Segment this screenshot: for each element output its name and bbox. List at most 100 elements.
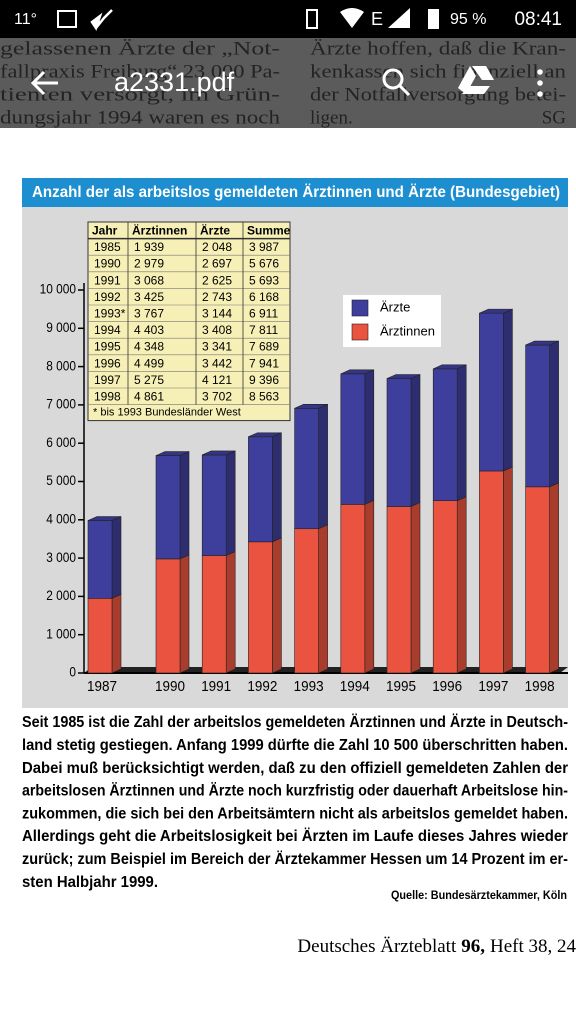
bar-top xyxy=(479,308,513,314)
bar-side xyxy=(503,466,513,674)
footer: Deutsches Ärzteblatt 96, Heft 38, 24 xyxy=(297,936,576,957)
table-cell: 2 625 xyxy=(202,273,232,287)
status-battery: 95 % xyxy=(450,11,486,28)
bar-segment xyxy=(201,555,227,674)
table-cell: 3 144 xyxy=(202,306,232,320)
x-tick-label: 1994 xyxy=(340,678,370,695)
table-cell: 3 425 xyxy=(134,290,164,304)
bar-side xyxy=(549,340,559,488)
bar-side xyxy=(272,432,282,543)
x-tick-label: 1998 xyxy=(525,678,555,695)
table-cell: 1995 xyxy=(94,340,121,354)
footer-journal: Deutsches Ärzteblatt xyxy=(297,936,457,957)
footer-volume: 96, xyxy=(461,936,485,957)
bar-segment xyxy=(386,378,412,507)
table-cell: 1985 xyxy=(94,240,121,254)
table-header: Ärzte xyxy=(200,222,230,237)
bar-segment xyxy=(525,344,550,488)
drive-button[interactable] xyxy=(458,66,494,94)
table-cell: 7 689 xyxy=(249,340,279,354)
table-cell: 5 275 xyxy=(134,373,164,387)
caption-line: zurück; zum Beispiel im Bereich der Ärzt… xyxy=(22,850,568,868)
legend-swatch xyxy=(351,323,369,341)
table-cell: 1993* xyxy=(94,306,126,320)
caption-line: Dabei muß berücksichtigt werden, daß zu … xyxy=(22,760,568,777)
bar-segment xyxy=(87,520,113,599)
bar-side xyxy=(503,308,513,472)
menu-dot[interactable] xyxy=(537,80,543,86)
bar-segment xyxy=(248,541,273,674)
bar-side xyxy=(410,502,421,674)
bar-side xyxy=(111,516,122,599)
search-button[interactable] xyxy=(382,68,404,90)
table-note: * bis 1993 Bundesländer West xyxy=(93,407,241,419)
table-cell: 3 702 xyxy=(202,389,232,403)
table-cell: 6 168 xyxy=(249,290,279,304)
y-tick-label: 3 000 xyxy=(46,549,76,565)
bar-top xyxy=(340,369,374,375)
y-tick-label: 9 000 xyxy=(46,319,76,335)
bar-side xyxy=(179,554,190,674)
bar-segment xyxy=(340,504,366,674)
bar-side xyxy=(318,403,328,530)
table-cell: 8 563 xyxy=(249,389,279,403)
network-icon: E xyxy=(371,9,383,29)
table-cell: 2 979 xyxy=(134,257,164,271)
legend-label: Ärztinnen xyxy=(380,323,435,338)
table-cell: 1994 xyxy=(94,323,121,337)
caption-line: Allerdings geht die Arbeitslosigkeit bei… xyxy=(22,827,568,845)
y-tick-label: 4 000 xyxy=(46,511,76,527)
search-handle xyxy=(398,84,411,97)
table-cell: 7 941 xyxy=(249,356,279,370)
bar-side xyxy=(410,374,421,507)
table-cell: 5 676 xyxy=(249,257,279,271)
menu-dot[interactable] xyxy=(537,91,543,97)
bar-segment xyxy=(432,368,458,501)
table-cell: 4 348 xyxy=(134,340,164,354)
bar-top xyxy=(155,451,190,456)
broom-icon xyxy=(90,9,113,31)
caption-line: Seit 1985 ist die Zahl der arbeitslos ge… xyxy=(22,713,568,731)
y-tick-label: 8 000 xyxy=(46,357,76,373)
y-tick-label: 5 000 xyxy=(46,472,76,488)
x-tick-label: 1992 xyxy=(247,678,277,695)
battery-icon xyxy=(428,9,439,29)
table-cell: 9 396 xyxy=(249,373,279,387)
bar-segment xyxy=(155,558,181,674)
bar-side xyxy=(225,551,236,674)
table-header: Summe xyxy=(247,223,291,237)
bar-segment xyxy=(340,373,366,505)
bar-top xyxy=(87,516,122,521)
bar-side xyxy=(225,450,236,556)
bar-segment xyxy=(294,408,319,530)
table-cell: 4 403 xyxy=(134,323,164,337)
bar-top xyxy=(202,450,236,456)
table-cell: 5 693 xyxy=(249,273,279,287)
table-cell: 7 811 xyxy=(249,323,278,337)
caption-line: land stetig gestiegen. Anfang 1999 dürft… xyxy=(22,737,568,754)
bar-side xyxy=(272,537,282,674)
bar-segment xyxy=(155,455,181,560)
signal-icon xyxy=(388,8,410,28)
bar-side xyxy=(111,593,122,674)
table-cell: 6 911 xyxy=(249,306,278,320)
file-title: a2331.pdf xyxy=(114,67,235,97)
back-button[interactable] xyxy=(30,70,58,96)
bar-segment xyxy=(248,436,273,543)
table-cell: 1990 xyxy=(94,257,121,271)
x-tick-label: 1996 xyxy=(432,678,462,695)
bar-side xyxy=(179,451,190,560)
menu-dot[interactable] xyxy=(537,69,543,75)
table-cell: 3 408 xyxy=(202,323,232,337)
y-tick-label: 6 000 xyxy=(46,434,76,450)
table-cell: 3 341 xyxy=(202,340,232,354)
table-cell: 1 939 xyxy=(134,240,164,254)
caption-line: sten Halbjahr 1999. xyxy=(22,874,158,891)
caption-line: zukommen, die sich bei den Arbeitsämtern… xyxy=(22,805,568,822)
bar-segment xyxy=(386,506,412,674)
bar-side xyxy=(456,496,467,674)
x-tick-label: 1991 xyxy=(201,678,231,695)
y-tick-label: 10 000 xyxy=(40,281,76,297)
